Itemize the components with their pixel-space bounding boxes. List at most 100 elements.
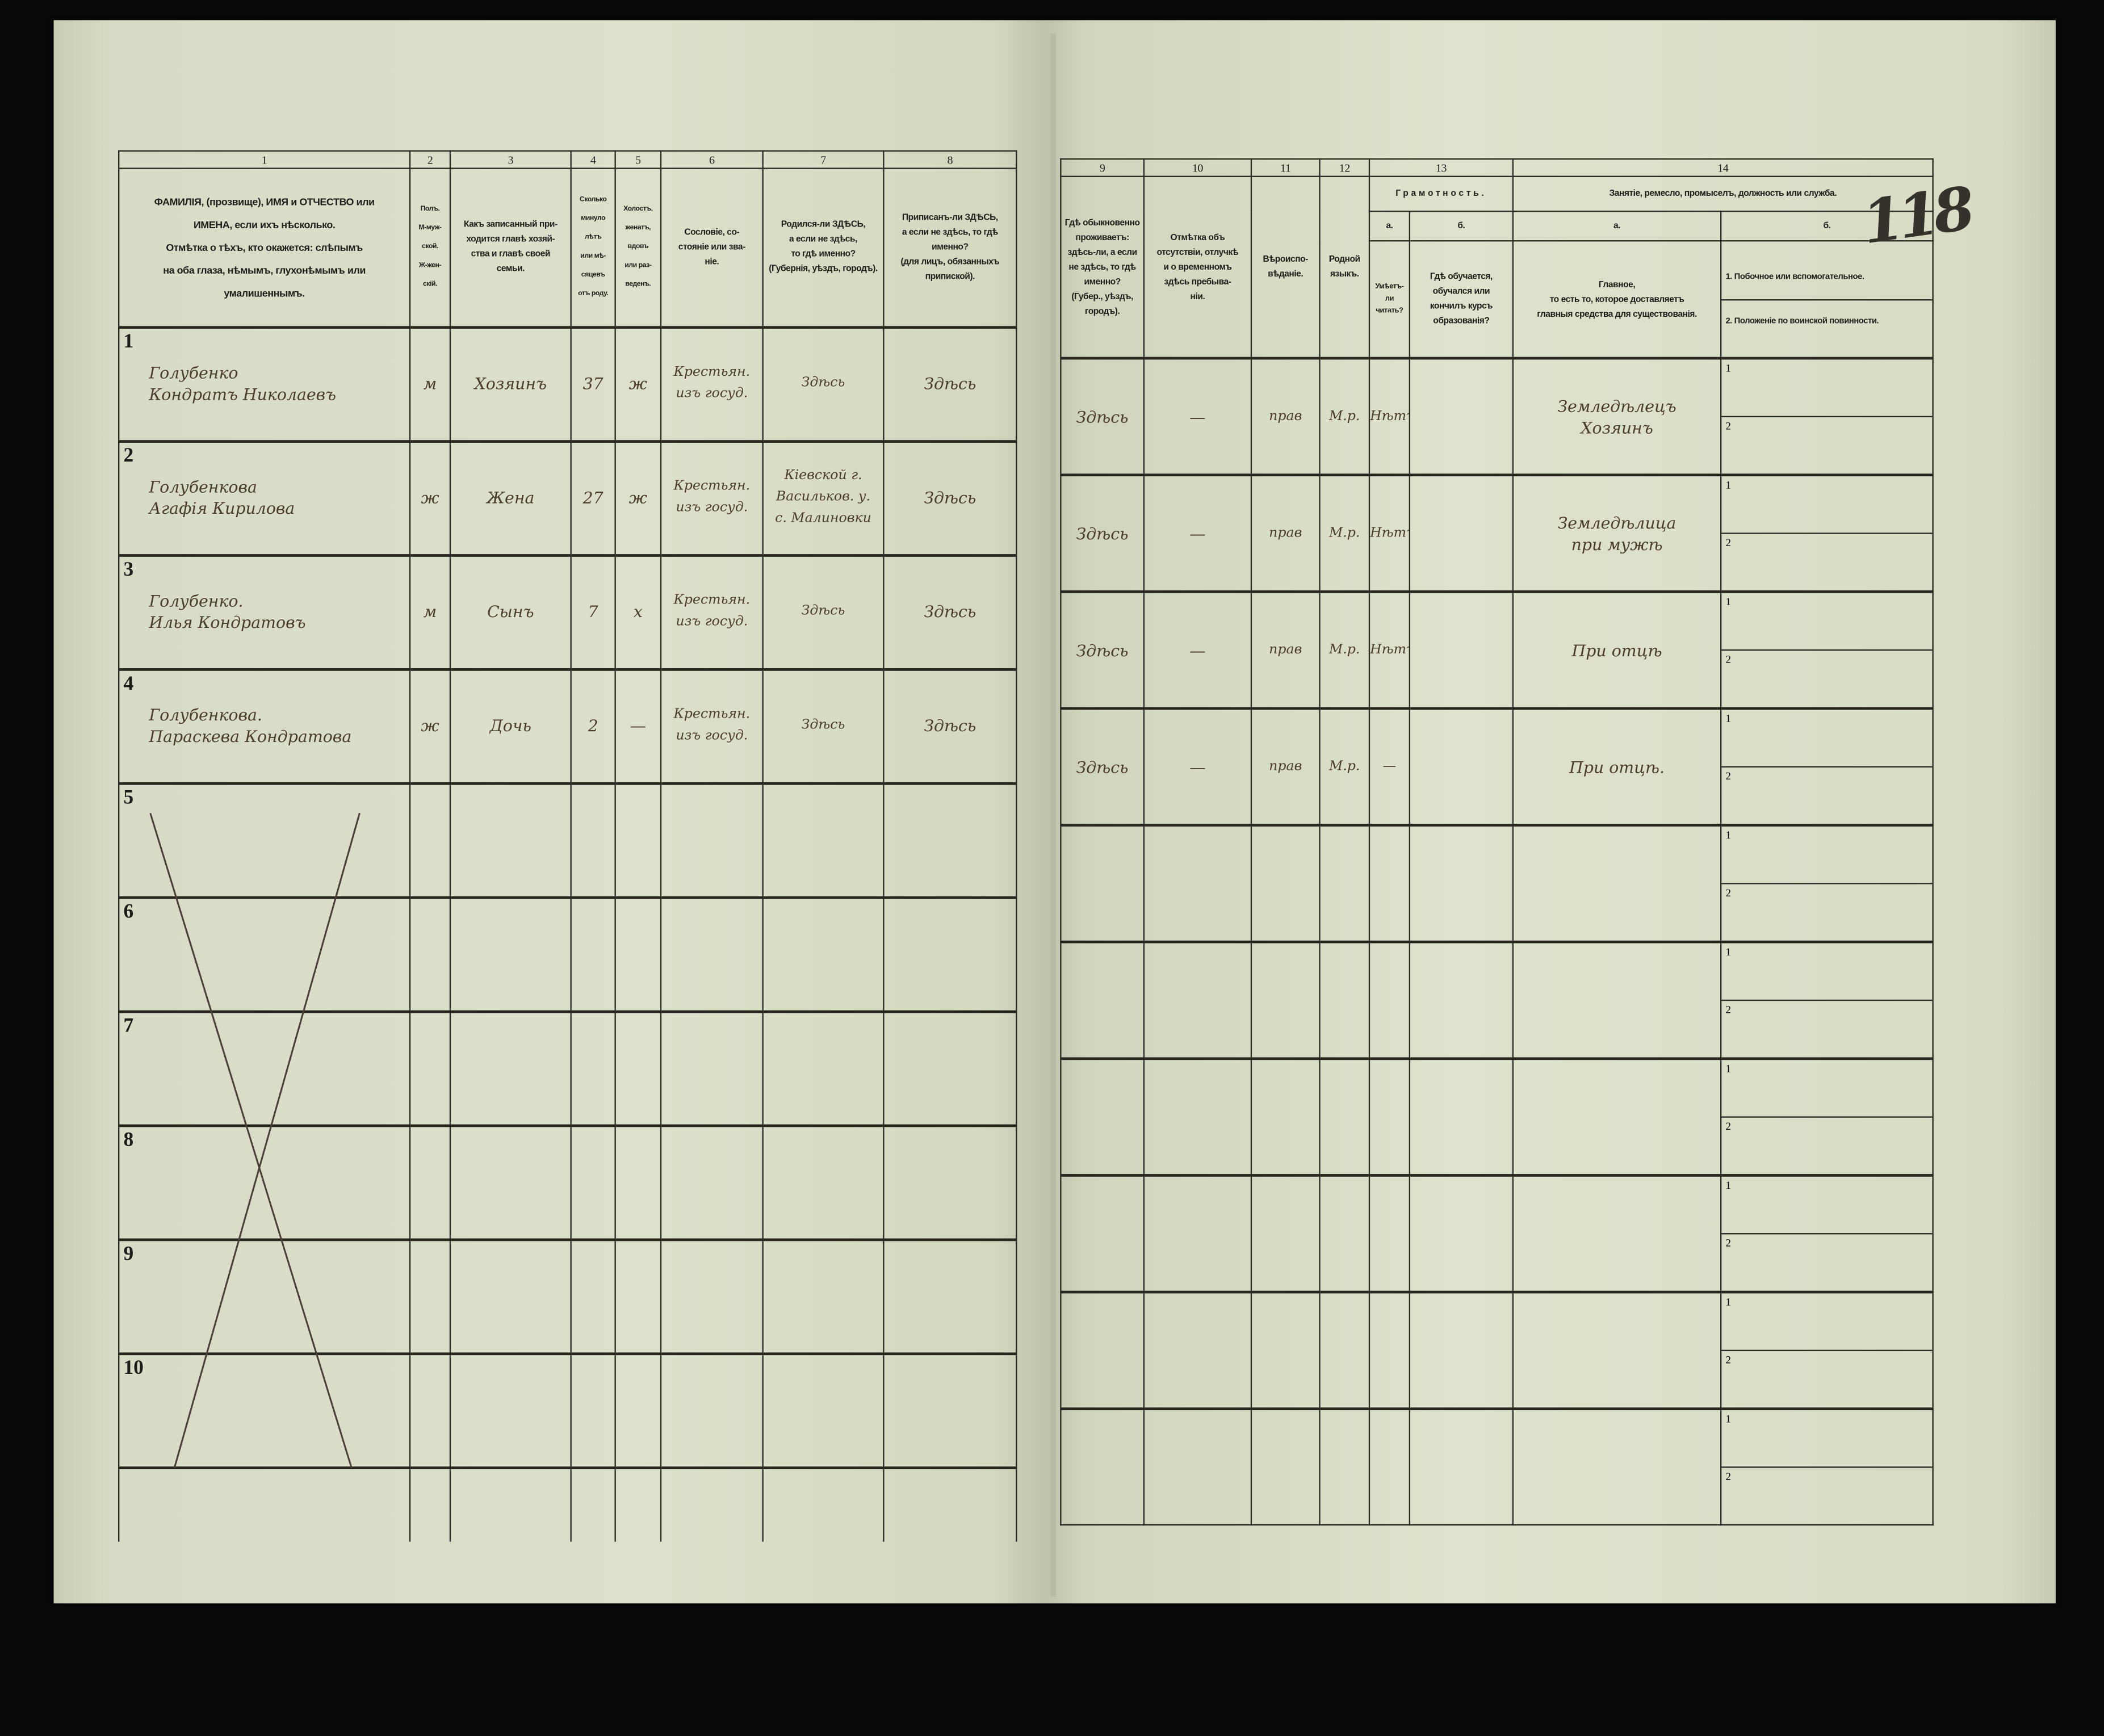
cell-absence: — [1143,473,1252,593]
cell-absence [1143,1174,1252,1293]
side-occupation-slot: 1 [1722,1295,1932,1350]
cell-marital [614,1238,662,1354]
cell-name: 4 Голубенкова. Параскева Кондратова [118,667,411,784]
census-table-right: 9 10 11 12 13 14 Гдѣ обыкновенно прожива… [1060,158,1934,1526]
cell-education [1409,707,1514,826]
military-status-slot: 2 [1722,999,1932,1058]
value-birthplace: Здѣсь [801,603,845,619]
table-row: 7 [118,1009,1017,1126]
cell-relation: Жена [449,439,572,556]
cell-sex [409,1238,451,1354]
cell-name: 1 Голубенко Кондратъ Николаевъ [118,325,411,442]
col-14a-title: Главное, то есть то, которое доставляетъ… [1512,240,1722,359]
cell-language: М.р. [1319,473,1370,593]
value-occupation: При отцѣ. [1569,757,1665,777]
side-occupation-slot: 1 [1722,711,1932,766]
value-literacy: Нѣтъ [1370,525,1408,540]
cell-name: 9 [118,1238,411,1354]
sub-label-1: 1 [1725,596,1731,608]
row-number: 1 [123,330,134,353]
col-5-number: 5 [614,150,662,169]
value-residence: Здѣсь [1076,640,1129,660]
col-7-title: Родился-ли ЗДѢСЬ, а если не здѣсь, то гд… [762,167,885,328]
cell-registered [883,1123,1017,1240]
col-13b-title: Гдѣ обучается, обучался или кончилъ курс… [1409,240,1514,359]
cell-sex: м [409,325,451,442]
value-absence: — [1189,757,1206,777]
cell-literacy: — [1368,707,1411,826]
military-status-slot: 2 [1722,1466,1932,1523]
table-row: 6 [118,895,1017,1012]
col-11-title: Вѣроиспо- вѣданіе. [1250,175,1321,359]
cell-estate [660,1009,764,1126]
cell-occupation [1512,940,1722,1059]
sub-label-2: 2 [1725,1120,1731,1133]
cell-residence: Здѣсь [1060,473,1145,593]
cell-education [1409,1407,1514,1526]
empty-cell [660,1466,764,1541]
row-number: 6 [123,901,134,922]
sub-label-2: 2 [1725,420,1731,433]
cell-estate [660,895,764,1012]
cell-literacy [1368,940,1411,1059]
col-4-title: Сколько минуло лѣтъ или мѣ- сяцевъ отъ р… [570,167,616,328]
cell-relation [449,895,572,1012]
value-absence: — [1189,523,1206,543]
value-relation: Сынъ [487,602,534,622]
cell-name: 10 [118,1352,411,1468]
value-birthplace: Здѣсь [801,375,845,391]
value-absence: — [1189,407,1206,426]
col-12-title: Родной языкъ. [1319,175,1370,359]
value-relation: Дочь [489,716,531,736]
cell-language [1319,824,1370,943]
person-name: Голубенко Кондратъ Николаевъ [149,363,337,404]
side-occupation-slot: 1 [1722,1411,1932,1466]
value-age: 7 [588,602,598,622]
cell-residence: Здѣсь [1060,590,1145,710]
side-occupation-slot: 1 [1722,594,1932,649]
col-6-number: 6 [660,150,764,169]
cell-marital: ж [614,439,662,556]
cell-language [1319,940,1370,1059]
cell-occupation [1512,1290,1722,1410]
cell-birthplace: Кіевской г. Васильков. у. с. Малиновки [762,439,885,556]
cell-marital [614,1123,662,1240]
col-2-title: Полъ. М-муж- ской. Ж-жен- скій. [409,167,451,328]
cell-literacy: Нѣтъ [1368,473,1411,593]
cell-registered [883,781,1017,898]
sub-label-1: 1 [1725,479,1731,492]
table-row: 4 Голубенкова. Параскева Кондратова ж Дочь 2… [118,667,1017,784]
military-status-slot: 2 [1722,416,1932,474]
value-residence: Здѣсь [1076,757,1129,777]
cell-occupation [1512,824,1722,943]
value-literacy: — [1382,758,1397,774]
value-relation: Жена [487,488,535,508]
cell-language [1319,1290,1370,1410]
cell-religion [1250,1290,1321,1410]
cell-language: М.р. [1319,357,1370,476]
value-registered: Здѣсь [924,374,976,393]
cell-sex: ж [409,667,451,784]
value-marital: ж [628,488,647,508]
col-13-group-title: Грамотность. [1368,175,1514,212]
cell-literacy [1368,824,1411,943]
table-row: 1 Голубенко Кондратъ Николаевъ м Хозяинъ 37 ж… [118,325,1017,442]
value-estate: Крестьян. изъ госуд. [673,479,751,515]
table-row: 10 [118,1352,1017,1468]
col-3-title: Какъ записанный при- ходится главѣ хозяй… [449,167,572,328]
cell-literacy: Нѣтъ [1368,590,1411,710]
row-number: 10 [123,1357,144,1379]
cell-sex [409,895,451,1012]
table-row: Здѣсь — прав М.р. — При отцѣ. 1 2 [1060,707,1934,826]
cell-age [570,1009,616,1126]
cell-occupation [1512,1174,1722,1293]
cell-education [1409,357,1514,476]
value-sex: ж [421,716,439,736]
table-row: 5 [118,781,1017,898]
